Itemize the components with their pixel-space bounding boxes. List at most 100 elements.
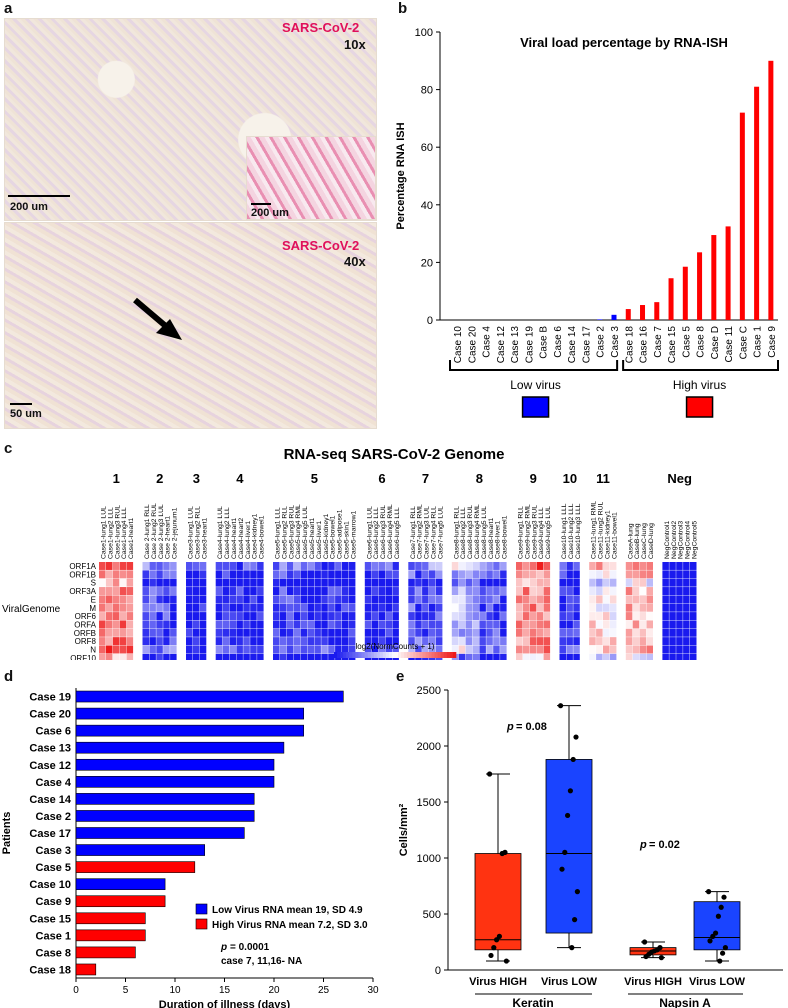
sample-label: Case9-lung5 LUL bbox=[545, 506, 552, 559]
heatmap-cell bbox=[236, 595, 243, 604]
heatmap-cell bbox=[415, 603, 422, 612]
heatmap-cell bbox=[199, 587, 207, 595]
heatmap-cell bbox=[215, 587, 223, 595]
heatmap-cell bbox=[170, 603, 177, 612]
heatmap-cell bbox=[321, 645, 328, 654]
heatmap-cell bbox=[500, 645, 507, 654]
heatmap-cell bbox=[451, 637, 459, 646]
x-tick-label: Case 19 bbox=[524, 326, 535, 364]
heatmap-cell bbox=[385, 637, 392, 646]
heatmap-cell bbox=[112, 570, 120, 579]
heatmap-cell bbox=[156, 595, 163, 604]
heatmap-cell bbox=[156, 587, 163, 595]
heatmap-cell bbox=[371, 612, 379, 621]
heatmap-cell bbox=[422, 578, 429, 587]
heatmap-cell bbox=[170, 653, 177, 660]
heatmap-cell bbox=[99, 578, 106, 587]
heatmap-cell bbox=[429, 570, 436, 579]
x-tick-label: Case B bbox=[539, 326, 550, 359]
heatmap-cell bbox=[493, 603, 500, 612]
heatmap-cell bbox=[392, 603, 399, 612]
heatmap-cell bbox=[559, 645, 566, 654]
heatmap-cell bbox=[422, 612, 429, 621]
legend-gradient-step bbox=[416, 652, 420, 658]
heatmap-cell bbox=[603, 587, 610, 595]
heatmap-cell bbox=[149, 645, 156, 654]
heatmap-cell bbox=[662, 645, 669, 654]
heatmap-cell bbox=[321, 603, 328, 612]
heatmap-cell bbox=[243, 620, 250, 629]
heatmap-cell bbox=[348, 612, 356, 621]
heatmap-cell bbox=[243, 587, 250, 595]
heatmap-cell bbox=[516, 578, 523, 587]
heatmap-cell bbox=[321, 628, 328, 637]
heatmap-cell bbox=[522, 578, 530, 587]
heatmap-cell bbox=[458, 620, 466, 629]
heatmap-cell bbox=[286, 603, 294, 612]
heatmap-cell bbox=[215, 620, 223, 629]
heatmap-cell bbox=[566, 578, 573, 587]
legend-gradient-step bbox=[376, 652, 381, 658]
heatmap-cell bbox=[229, 562, 236, 570]
heatmap-cell bbox=[199, 578, 207, 587]
heatmap-cell bbox=[422, 603, 429, 612]
sample-label: Case5-skin1 bbox=[343, 521, 350, 559]
group-number: 1 bbox=[113, 471, 120, 486]
heatmap-cell bbox=[321, 587, 328, 595]
sample-label: Case11-bowel1 bbox=[611, 512, 618, 559]
heatmap-cell bbox=[112, 603, 120, 612]
heatmap-cell bbox=[364, 612, 372, 621]
heatmap-cell bbox=[465, 612, 473, 621]
heatmap-cell bbox=[536, 653, 544, 660]
heatmap-cell bbox=[451, 620, 459, 629]
sample-label: Case4-lung2 LLL bbox=[224, 507, 231, 559]
heatmap-cell bbox=[257, 628, 264, 637]
group-label-high: High virus bbox=[673, 378, 726, 392]
heatmap-cell bbox=[543, 570, 551, 579]
bar bbox=[75, 861, 196, 873]
heatmap-cell bbox=[286, 562, 294, 570]
heatmap-cell bbox=[307, 603, 314, 612]
heatmap-cell bbox=[222, 587, 230, 595]
heatmap-cell bbox=[142, 620, 149, 629]
heatmap-cell bbox=[500, 628, 507, 637]
category-label: Case 2 bbox=[36, 811, 71, 823]
heatmap-cell bbox=[279, 570, 287, 579]
bar bbox=[625, 309, 631, 320]
heatmap-cell bbox=[142, 628, 149, 637]
box-label: Virus LOW bbox=[541, 976, 598, 988]
legend-swatch bbox=[195, 918, 208, 930]
sample-label: Case11-lung2 RUL bbox=[598, 501, 605, 559]
heatmap-cell bbox=[186, 653, 193, 660]
heatmap-cell bbox=[543, 637, 551, 646]
heatmap-cell bbox=[589, 628, 596, 637]
heatmap-cell bbox=[192, 562, 200, 570]
chart-title: Viral load percentage by RNA-ISH bbox=[520, 35, 728, 50]
heatmap-cell bbox=[335, 595, 342, 604]
heatmap-cell bbox=[646, 595, 653, 604]
y-tick-label: 40 bbox=[421, 200, 433, 212]
sample-label: Case3-lung2 RLL bbox=[194, 506, 201, 559]
heatmap-cell bbox=[486, 612, 493, 621]
heatmap-cell bbox=[378, 570, 386, 579]
heatmap-cell bbox=[646, 603, 653, 612]
heatmap-cell bbox=[286, 628, 294, 637]
heatmap-cell bbox=[632, 595, 640, 604]
heatmap-cell bbox=[328, 628, 335, 637]
heatmap-cell bbox=[186, 578, 193, 587]
box bbox=[545, 759, 593, 934]
heatmap-cell bbox=[105, 645, 113, 654]
heatmap-cell bbox=[435, 570, 443, 579]
heatmap-cell bbox=[99, 595, 106, 604]
sample-label: Case1-lung4 LLL bbox=[121, 507, 128, 559]
legend-gradient-step bbox=[443, 652, 448, 658]
heatmap-cell bbox=[385, 570, 392, 579]
heatmap-cell bbox=[435, 587, 443, 595]
heatmap-cell bbox=[199, 620, 207, 629]
heatmap-cell bbox=[662, 653, 669, 660]
heatmap-cell bbox=[378, 562, 386, 570]
heatmap-cell bbox=[192, 653, 200, 660]
heatmap-cell bbox=[529, 603, 537, 612]
heatmap-cell bbox=[516, 562, 523, 570]
heatmap-cell bbox=[536, 637, 544, 646]
